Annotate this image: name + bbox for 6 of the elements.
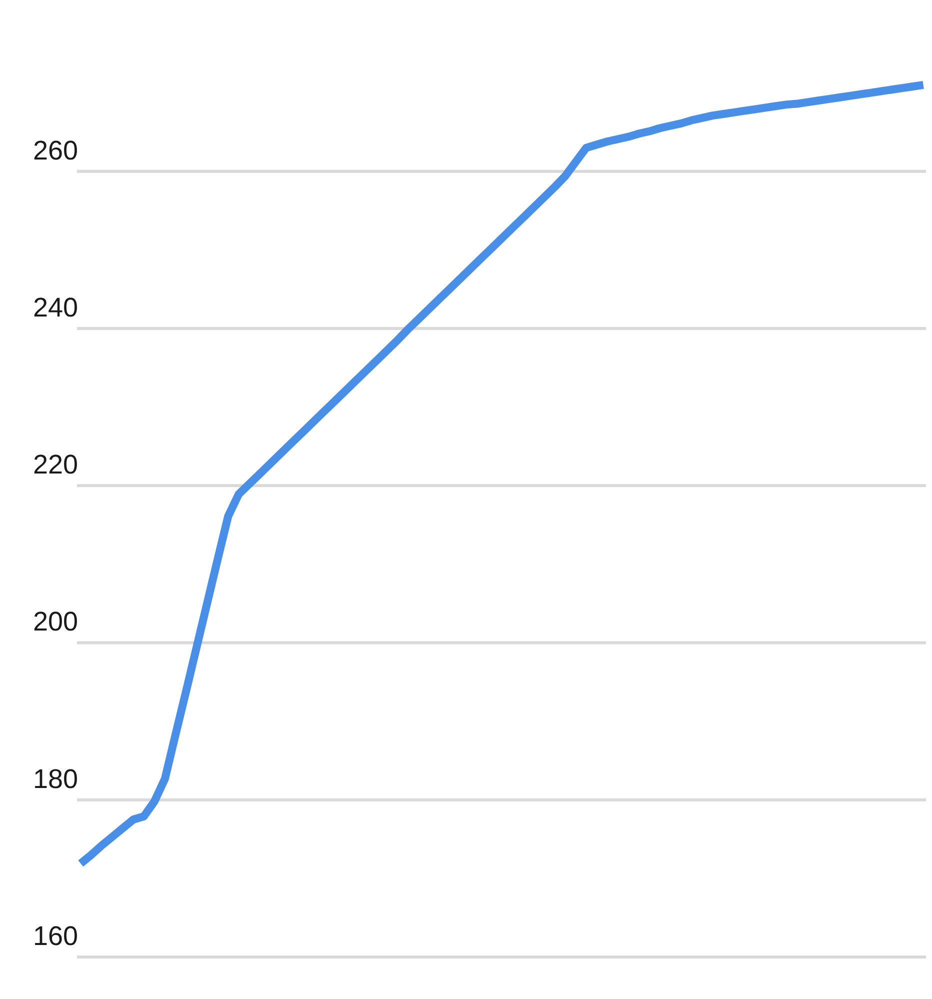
y-tick-label: 240 (33, 292, 78, 322)
y-tick-label: 200 (33, 606, 78, 637)
y-tick-label: 220 (33, 450, 78, 480)
y-tick-label: 260 (33, 135, 78, 166)
y-tick-label: 160 (33, 921, 78, 951)
y-tick-label: 180 (33, 764, 78, 794)
